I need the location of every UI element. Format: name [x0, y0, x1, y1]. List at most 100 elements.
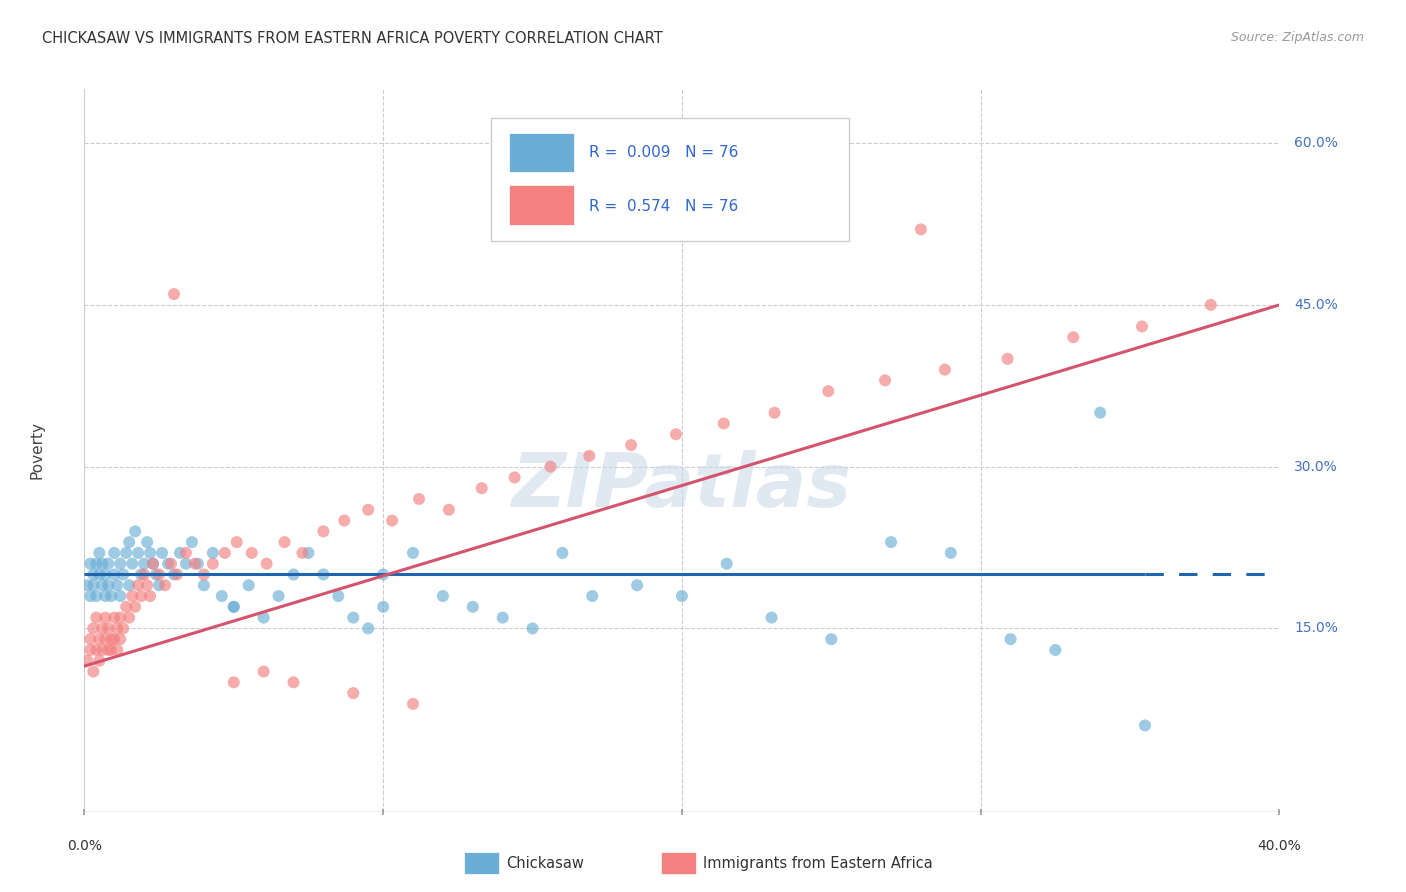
Point	[432, 589, 454, 603]
Point	[110, 632, 132, 647]
Point	[82, 578, 104, 592]
Point	[671, 589, 693, 603]
Point	[174, 546, 197, 560]
Point	[408, 491, 430, 506]
Point	[129, 567, 152, 582]
Point	[1045, 643, 1067, 657]
Point	[82, 567, 104, 582]
Text: CHICKASAW VS IMMIGRANTS FROM EASTERN AFRICA POVERTY CORRELATION CHART: CHICKASAW VS IMMIGRANTS FROM EASTERN AFR…	[42, 31, 664, 46]
Point	[103, 546, 125, 560]
Point	[253, 610, 276, 624]
Point	[551, 546, 574, 560]
Point	[94, 610, 117, 624]
Point	[238, 578, 260, 592]
Text: 60.0%: 60.0%	[1295, 136, 1339, 150]
Point	[373, 599, 395, 614]
Point	[105, 621, 128, 635]
Point	[86, 610, 108, 624]
Point	[139, 589, 162, 603]
Text: Immigrants from Eastern Africa: Immigrants from Eastern Africa	[703, 856, 932, 871]
Point	[373, 567, 395, 582]
Point	[145, 567, 167, 582]
Text: R =  0.009   N = 76: R = 0.009 N = 76	[589, 145, 738, 161]
Point	[211, 589, 233, 603]
Point	[82, 665, 104, 679]
Point	[357, 502, 380, 516]
Point	[222, 599, 245, 614]
Point	[166, 567, 188, 582]
Point	[91, 578, 114, 592]
Text: 30.0%: 30.0%	[1295, 459, 1339, 474]
Point	[193, 567, 215, 582]
Point	[139, 546, 162, 560]
Point	[437, 502, 460, 516]
Point	[94, 567, 117, 582]
Point	[1090, 406, 1112, 420]
Point	[716, 557, 738, 571]
Point	[89, 632, 111, 647]
Point	[100, 643, 122, 657]
Point	[121, 589, 143, 603]
Text: 45.0%: 45.0%	[1295, 298, 1339, 312]
Point	[214, 546, 236, 560]
Point	[820, 632, 842, 647]
Point	[86, 643, 108, 657]
FancyBboxPatch shape	[509, 186, 575, 225]
Point	[283, 675, 305, 690]
Point	[97, 621, 120, 635]
Point	[124, 599, 146, 614]
Point	[626, 578, 648, 592]
Point	[665, 427, 688, 442]
Point	[148, 578, 170, 592]
Text: 0.0%: 0.0%	[67, 838, 101, 853]
Point	[297, 546, 319, 560]
Point	[540, 459, 562, 474]
Point	[89, 654, 111, 668]
Point	[253, 665, 276, 679]
Point	[100, 632, 122, 647]
Point	[89, 567, 111, 582]
Point	[1000, 632, 1022, 647]
Point	[222, 675, 245, 690]
Point	[291, 546, 314, 560]
Point	[402, 546, 425, 560]
Point	[79, 557, 101, 571]
Point	[163, 567, 186, 582]
Point	[240, 546, 263, 560]
Text: Poverty: Poverty	[30, 421, 44, 480]
Point	[342, 610, 364, 624]
Point	[132, 567, 156, 582]
Point	[91, 557, 114, 571]
Point	[201, 557, 224, 571]
Point	[82, 621, 104, 635]
Point	[157, 557, 180, 571]
Point	[880, 535, 903, 549]
Point	[620, 438, 643, 452]
Point	[283, 567, 305, 582]
Point	[103, 567, 125, 582]
Point	[127, 578, 149, 592]
Point	[150, 546, 173, 560]
Point	[76, 578, 98, 592]
Point	[79, 589, 101, 603]
Point	[136, 535, 159, 549]
Point	[174, 557, 197, 571]
Point	[110, 557, 132, 571]
Point	[148, 567, 170, 582]
Point	[193, 578, 215, 592]
Point	[934, 362, 956, 376]
Point	[97, 643, 120, 657]
Point	[522, 621, 544, 635]
Point	[79, 643, 101, 657]
Point	[103, 632, 125, 647]
Point	[267, 589, 290, 603]
Point	[91, 643, 114, 657]
Point	[115, 546, 138, 560]
Point	[492, 610, 515, 624]
Text: R =  0.574   N = 76: R = 0.574 N = 76	[589, 199, 738, 214]
Point	[89, 546, 111, 560]
Point	[100, 589, 122, 603]
Point	[1199, 298, 1222, 312]
Text: 40.0%: 40.0%	[1257, 838, 1302, 853]
FancyBboxPatch shape	[491, 118, 849, 241]
